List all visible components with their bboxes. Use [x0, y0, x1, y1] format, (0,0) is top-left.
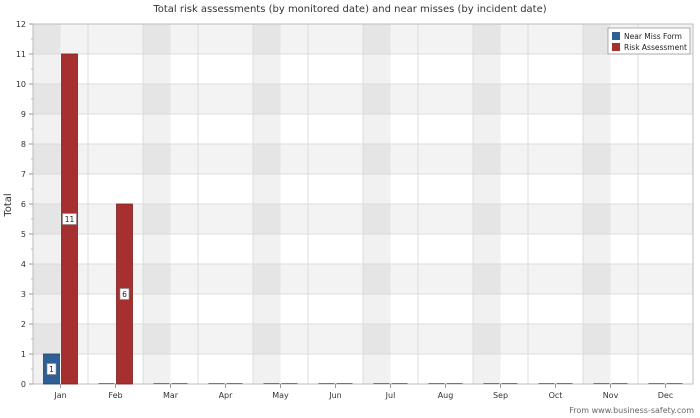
y-tick-label: 3	[21, 290, 26, 299]
data-label-box	[62, 213, 77, 225]
y-tick-label: 5	[21, 230, 26, 239]
bar-risk-assessment-apr	[226, 383, 243, 384]
x-tick-label: Apr	[219, 391, 234, 400]
x-tick-label: Jul	[385, 391, 396, 400]
y-tick-label: 6	[21, 200, 26, 209]
legend: Near Miss Form Risk Assessment	[607, 27, 691, 55]
legend-swatch	[612, 32, 620, 40]
bar-near-miss-form-jul	[373, 383, 390, 384]
bar-near-miss-form-mar	[153, 383, 170, 384]
legend-label: Risk Assessment	[624, 43, 687, 52]
y-axis-label: Total	[3, 193, 14, 217]
bar-near-miss-form-aug	[428, 383, 445, 384]
x-tick-label: Dec	[658, 391, 673, 400]
x-tick-label: Aug	[438, 391, 454, 400]
legend-box	[607, 27, 691, 55]
x-tick-label: Mar	[163, 391, 179, 400]
bar-near-miss-form-feb	[98, 383, 115, 384]
x-tick-label: Jun	[328, 391, 342, 400]
bar-risk-assessment-sep	[501, 383, 518, 384]
bar-risk-assessment-oct	[556, 383, 573, 384]
y-tick-label: 1	[21, 350, 26, 359]
bar-near-miss-form-may	[263, 383, 280, 384]
x-tick-label: Oct	[549, 391, 563, 400]
x-tick-label: Feb	[108, 391, 122, 400]
data-label: 6	[122, 290, 127, 299]
x-tick-label: Sep	[493, 391, 508, 400]
y-tick-label: 8	[21, 140, 26, 149]
y-tick-label: 7	[21, 170, 26, 179]
y-tick-label: 2	[21, 320, 26, 329]
legend-label: Near Miss Form	[624, 32, 682, 41]
y-tick-label: 9	[21, 110, 26, 119]
bar-risk-assessment-jul	[391, 383, 408, 384]
bar-near-miss-form-jun	[318, 383, 335, 384]
footer-credit: From www.business-safety.com	[569, 406, 694, 415]
data-label: 11	[65, 215, 75, 224]
bar-risk-assessment-nov	[611, 383, 628, 384]
x-tick-label: Jan	[53, 391, 66, 400]
bar-risk-assessment-aug	[446, 383, 463, 384]
chart-title: Total risk assessments (by monitored dat…	[152, 4, 546, 15]
x-tick-label: May	[272, 391, 289, 400]
bar-near-miss-form-nov	[593, 383, 610, 384]
x-tick-label: Nov	[603, 391, 619, 400]
legend-swatch	[612, 43, 620, 51]
bar-risk-assessment-dec	[666, 383, 683, 384]
bar-near-miss-form-sep	[483, 383, 500, 384]
x-axis: Jan Feb Mar Apr May Jun Jul Aug Sep Oct Nov Dec	[53, 384, 673, 400]
y-tick-label: 11	[16, 50, 26, 59]
bar-near-miss-form-apr	[208, 383, 225, 384]
y-tick-label: 4	[21, 260, 26, 269]
bar-near-miss-form-oct	[538, 383, 555, 384]
y-tick-label: 12	[16, 20, 26, 29]
y-tick-label: 10	[16, 80, 26, 89]
bar-risk-assessment-may	[281, 383, 298, 384]
data-label-box	[119, 288, 130, 300]
bar-risk-assessment-mar	[171, 383, 188, 384]
data-label-box	[46, 363, 57, 375]
bar-near-miss-form-dec	[648, 383, 665, 384]
y-tick-label: 0	[21, 380, 26, 389]
data-label: 1	[49, 365, 54, 374]
bar-risk-assessment-jun	[336, 383, 353, 384]
grid-lines	[32, 23, 694, 385]
